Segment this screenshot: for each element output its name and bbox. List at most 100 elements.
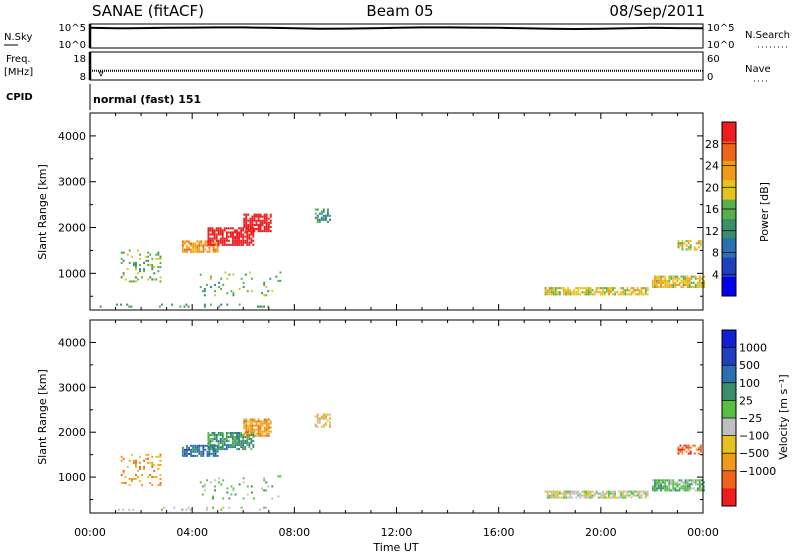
power-cell xyxy=(686,275,689,278)
velocity-cell xyxy=(583,494,586,497)
velocity-cell xyxy=(212,495,214,498)
velocity-cell xyxy=(202,448,205,451)
power-cell xyxy=(215,235,218,238)
power-cell xyxy=(587,289,590,292)
power-cell xyxy=(120,257,123,260)
velocity-cell xyxy=(682,489,685,492)
power-cell xyxy=(227,243,230,246)
power-cell xyxy=(265,228,268,231)
power-cell xyxy=(249,225,252,228)
power-cell xyxy=(250,277,253,280)
velocity-cell xyxy=(587,490,590,493)
velocity-cell xyxy=(225,440,228,443)
velocity-cell xyxy=(253,418,256,421)
velocity-cell xyxy=(575,492,578,495)
velocity-cell xyxy=(601,494,604,497)
power-cell xyxy=(610,291,612,294)
power-cell xyxy=(684,279,687,282)
power-cell xyxy=(218,305,221,308)
power-cell xyxy=(261,219,264,222)
power-cell xyxy=(678,281,681,284)
power-cell xyxy=(214,244,217,247)
velocity-cell xyxy=(571,490,574,493)
velocity-cell xyxy=(672,481,675,484)
power-cell xyxy=(236,239,238,242)
velocity-cell xyxy=(691,444,694,447)
power-cell xyxy=(99,305,102,308)
velocity-cell xyxy=(207,438,210,440)
power-x-ticks xyxy=(89,113,704,310)
power-cell xyxy=(550,293,553,296)
power-cell xyxy=(230,227,232,230)
power-cell xyxy=(184,248,186,251)
velocity-cell xyxy=(686,483,689,486)
velocity-cell xyxy=(259,434,262,437)
velocity-cell xyxy=(230,446,232,449)
velocity-cell xyxy=(269,430,272,433)
power-cell xyxy=(318,220,321,223)
velocity-cell xyxy=(682,487,685,490)
velocity-cell xyxy=(703,487,705,490)
power-cell xyxy=(585,289,588,292)
velocity-cell xyxy=(153,476,156,478)
velocity-cell xyxy=(261,432,264,435)
power-cell xyxy=(130,305,133,308)
power-cell xyxy=(185,303,188,306)
power-cell xyxy=(186,244,188,247)
velocity-cell xyxy=(579,492,582,495)
velocity-cell xyxy=(257,434,260,437)
power-cell xyxy=(232,233,234,236)
velocity-cell xyxy=(199,481,202,484)
power-cell xyxy=(246,227,249,230)
velocity-colorbar-tick-label: 100 xyxy=(739,377,760,390)
velocity-cell xyxy=(658,479,660,482)
power-cell xyxy=(245,225,248,228)
power-cell xyxy=(687,248,690,251)
velocity-cell xyxy=(190,450,192,453)
velocity-cell xyxy=(677,448,680,451)
power-cell xyxy=(666,283,669,286)
power-cell xyxy=(240,231,243,234)
velocity-cell xyxy=(245,432,248,435)
velocity-cell xyxy=(265,489,268,492)
velocity-cell xyxy=(322,423,325,426)
power-cell xyxy=(690,281,693,284)
power-cell xyxy=(246,233,249,236)
velocity-cell xyxy=(263,479,266,482)
power-cell xyxy=(269,221,272,224)
velocity-cell xyxy=(234,432,236,434)
power-cell xyxy=(221,241,224,244)
power-cell xyxy=(686,281,689,284)
velocity-cell xyxy=(217,442,220,445)
power-cell xyxy=(227,227,230,230)
power-cell xyxy=(151,264,154,267)
velocity-cell xyxy=(666,487,669,490)
velocity-cell xyxy=(244,440,247,443)
velocity-cell xyxy=(325,421,327,424)
power-cell xyxy=(265,219,268,222)
velocity-cell xyxy=(242,444,245,447)
power-cell xyxy=(654,279,656,282)
velocity-cell xyxy=(132,459,135,462)
velocity-cell xyxy=(248,436,251,438)
power-cell xyxy=(628,293,631,296)
velocity-cell xyxy=(257,430,260,433)
velocity-cell xyxy=(257,428,260,431)
velocity-cell xyxy=(654,483,656,486)
velocity-cell xyxy=(277,475,280,478)
velocity-frame xyxy=(89,319,704,514)
velocity-cell xyxy=(139,480,141,482)
power-cell xyxy=(135,276,137,279)
power-cell xyxy=(161,303,163,306)
velocity-cell xyxy=(567,492,569,495)
velocity-cell xyxy=(679,450,682,453)
velocity-cell xyxy=(212,448,215,451)
velocity-cell xyxy=(672,489,675,492)
velocity-cell xyxy=(204,444,207,447)
velocity-cell xyxy=(684,479,687,482)
velocity-cell xyxy=(546,490,549,493)
velocity-cell xyxy=(638,494,641,497)
power-cell xyxy=(651,279,654,282)
power-cell xyxy=(674,277,677,280)
velocity-cell xyxy=(240,506,243,509)
